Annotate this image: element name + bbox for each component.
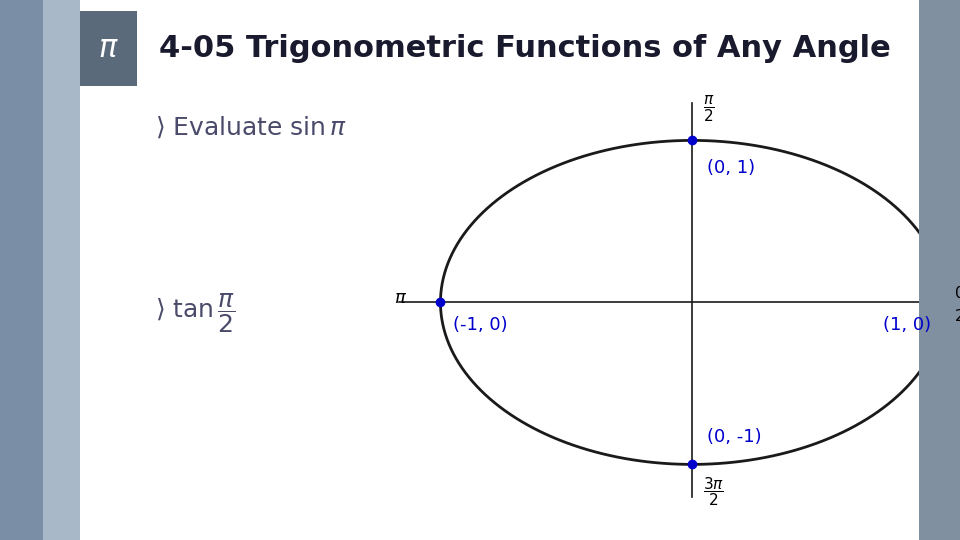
Text: $\dfrac{\pi}{2}$: $\dfrac{\pi}{2}$: [703, 94, 715, 124]
Text: $0$: $0$: [954, 285, 960, 301]
Text: (-1, 0): (-1, 0): [453, 316, 508, 334]
Text: $\pi$: $\pi$: [395, 289, 407, 307]
Text: (0, -1): (0, -1): [708, 428, 762, 445]
Text: 4-05 Trigonometric Functions of Any Angle: 4-05 Trigonometric Functions of Any Angl…: [159, 34, 891, 63]
Bar: [80, 11, 136, 86]
Text: (0, 1): (0, 1): [708, 159, 756, 177]
Text: $\rangle$ Evaluate $\sin\pi$: $\rangle$ Evaluate $\sin\pi$: [156, 114, 348, 140]
Text: $\rangle$ $\tan\dfrac{\pi}{2}$: $\rangle$ $\tan\dfrac{\pi}{2}$: [156, 291, 236, 335]
Text: $\pi$: $\pi$: [98, 34, 119, 63]
Text: (1, 0): (1, 0): [883, 316, 931, 334]
Text: $\dfrac{3\pi}{2}$: $\dfrac{3\pi}{2}$: [703, 475, 724, 508]
Text: $2\pi$: $2\pi$: [954, 308, 960, 324]
